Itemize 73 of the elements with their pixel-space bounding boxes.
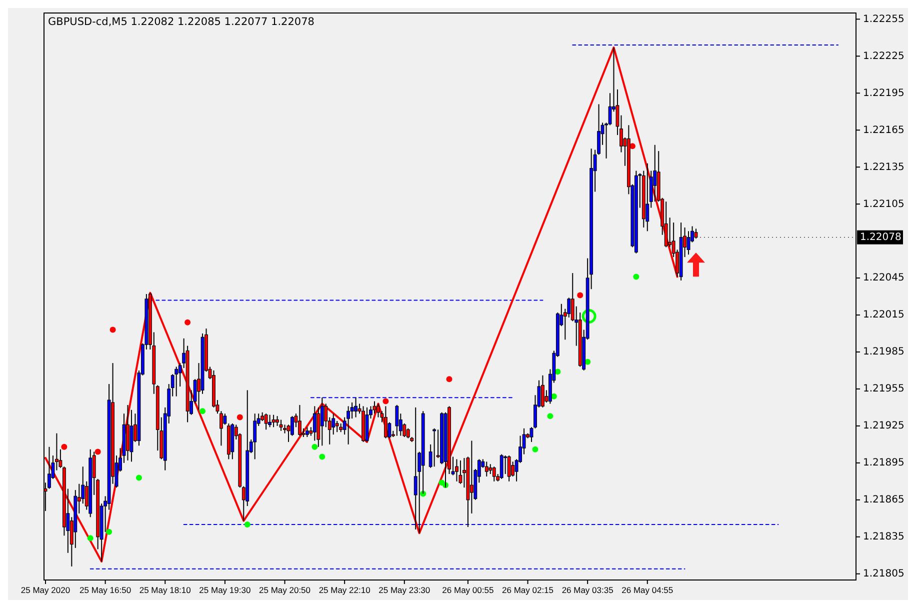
candlestick: [500, 454, 504, 480]
x-tick-label: 26 May 02:15: [502, 585, 554, 595]
candlestick: [541, 374, 544, 408]
candlestick: [279, 419, 283, 432]
x-tick-label: 26 May 00:55: [442, 585, 494, 595]
point: [184, 319, 191, 326]
point: [577, 292, 584, 298]
point: [94, 448, 101, 455]
point: [547, 413, 554, 420]
x-tick-label: 25 May 20:50: [259, 585, 311, 595]
candlestick: [488, 464, 492, 474]
point: [236, 414, 243, 420]
candlestick: [458, 460, 462, 484]
candlestick: [455, 458, 458, 482]
candlestick: [272, 414, 276, 428]
point: [319, 454, 326, 460]
candlestick: [264, 413, 268, 430]
candlestick: [507, 455, 511, 482]
line-series: [44, 46, 678, 563]
candlestick: [376, 403, 380, 418]
annotation: 1.22078: [860, 232, 902, 244]
candlestick: [174, 366, 178, 397]
y-tick-label: 1.22015: [863, 310, 904, 321]
candlestick: [298, 404, 302, 436]
x-tick-label: 26 May 04:55: [622, 585, 674, 595]
chart-title: GBPUSD-cd,M5 1.22082 1.22085 1.22077 1.22078: [48, 16, 314, 28]
candlestick: [253, 413, 257, 460]
candlestick: [335, 420, 339, 433]
point: [87, 535, 94, 542]
point: [244, 522, 250, 528]
candlestick: [395, 404, 399, 436]
point: [532, 446, 538, 452]
x-tick-label: 25 May 16:50: [80, 585, 132, 595]
y-tick-label: 1.22045: [863, 272, 904, 284]
x-tick-label: 25 May 18:10: [139, 585, 192, 595]
point: [446, 376, 452, 382]
candlestick: [492, 466, 496, 482]
y-tick-label: 1.21865: [863, 494, 904, 506]
point: [382, 398, 389, 404]
y-tick-label: 1.21835: [863, 532, 904, 543]
y-tick-label: 1.22195: [863, 88, 904, 99]
candlestick: [346, 406, 350, 445]
candlestick: [312, 406, 316, 442]
point: [633, 274, 640, 280]
y-tick-label: 1.21925: [863, 420, 904, 432]
x-tick-label: 25 May 22:10: [318, 585, 371, 595]
y-tick-label: 1.22135: [863, 162, 904, 173]
x-tick-label: 25 May 23:30: [378, 585, 430, 595]
point: [136, 474, 142, 481]
y-tick-label: 1.22255: [863, 14, 904, 25]
candlestick: [646, 162, 650, 232]
y-tick-label: 1.22105: [863, 198, 904, 210]
y-tick-label: 1.21955: [863, 384, 904, 395]
candlestick: [664, 201, 668, 248]
candlestick: [504, 455, 508, 474]
point: [312, 444, 318, 450]
candlestick: [406, 428, 410, 439]
point: [61, 444, 68, 450]
candlestick: [470, 440, 474, 514]
y-tick-label: 1.21895: [863, 458, 904, 469]
x-tick-label: 26 May 03:35: [562, 585, 614, 595]
point: [106, 528, 112, 535]
point: [200, 408, 206, 414]
y-tick-label: 1.22225: [863, 50, 904, 62]
y-tick-label: 1.21985: [863, 346, 904, 358]
x-tick-label: 25 May 2020: [20, 585, 70, 595]
y-tick-label: 1.21805: [863, 568, 904, 580]
y-tick-label: 1.22165: [863, 124, 904, 136]
point: [110, 326, 116, 333]
candlestick: [484, 461, 488, 477]
x-tick-label: 25 May 19:30: [199, 585, 251, 595]
candlestick: [305, 426, 309, 438]
candlestick: [268, 414, 272, 428]
